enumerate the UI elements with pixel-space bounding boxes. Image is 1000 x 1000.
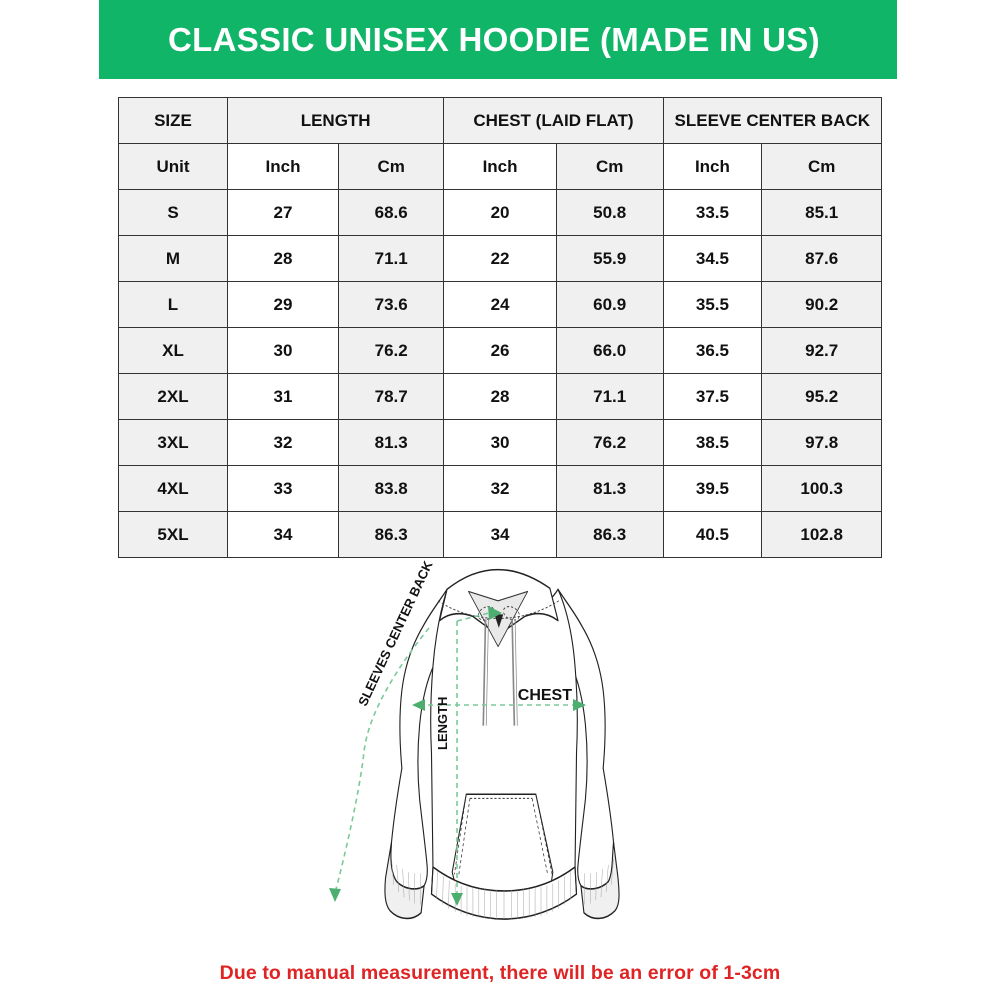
svg-text:SLEEVES CENTER BACK: SLEEVES CENTER BACK <box>355 558 436 708</box>
svg-text:CHEST: CHEST <box>518 687 572 704</box>
svg-text:LENGTH: LENGTH <box>435 697 450 750</box>
